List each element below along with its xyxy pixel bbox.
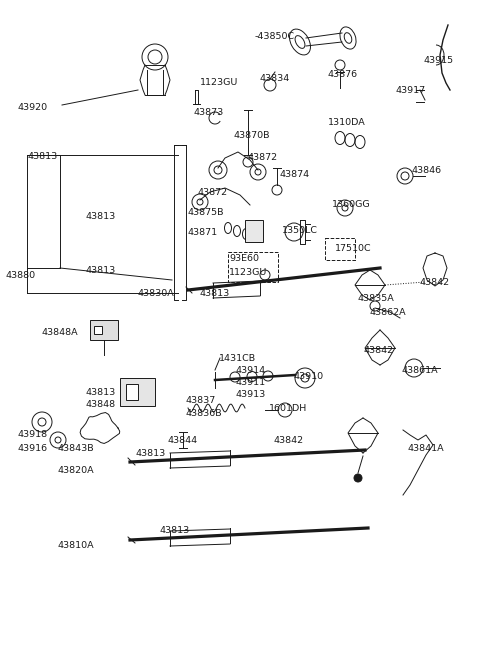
Text: 43911: 43911 [236, 378, 266, 387]
Circle shape [263, 371, 273, 381]
Text: 43873: 43873 [193, 108, 223, 117]
Text: 1601DH: 1601DH [269, 404, 307, 413]
Text: 1360GG: 1360GG [332, 200, 371, 209]
Text: 43918: 43918 [18, 430, 48, 439]
Text: 43843B: 43843B [57, 444, 94, 453]
Text: 43810A: 43810A [57, 541, 94, 550]
Text: 1310DA: 1310DA [328, 118, 366, 127]
Text: 43880: 43880 [5, 271, 35, 280]
Text: 1431CB: 1431CB [219, 354, 256, 363]
Text: 43846: 43846 [412, 166, 442, 175]
Bar [126, 384, 138, 400]
Text: 43848: 43848 [86, 400, 116, 409]
Circle shape [354, 474, 362, 482]
Text: 1123GU: 1123GU [200, 78, 239, 87]
Text: 43830A: 43830A [138, 289, 175, 298]
Text: 43872: 43872 [248, 153, 278, 162]
Text: 43875B: 43875B [187, 208, 224, 217]
Text: 93E60: 93E60 [229, 254, 259, 263]
Circle shape [247, 371, 257, 382]
Text: 43842: 43842 [364, 346, 394, 355]
Bar [94, 326, 102, 334]
Bar [120, 378, 155, 406]
Text: 43820A: 43820A [57, 466, 94, 475]
Text: 43876: 43876 [328, 70, 358, 79]
Text: 43836B: 43836B [185, 409, 222, 418]
Bar [325, 238, 355, 260]
Text: 43835A: 43835A [357, 294, 394, 303]
Text: 1123GU: 1123GU [229, 268, 267, 277]
Text: 43910: 43910 [294, 372, 324, 381]
Text: 43914: 43914 [236, 366, 266, 375]
Text: 43813: 43813 [159, 526, 189, 535]
Text: 43872: 43872 [197, 188, 227, 197]
Text: 17510C: 17510C [335, 244, 372, 253]
Text: 43813: 43813 [199, 289, 229, 298]
Text: 43913: 43913 [236, 390, 266, 399]
Text: 43813: 43813 [86, 212, 116, 221]
Text: 43813: 43813 [86, 266, 116, 275]
Text: 1350LC: 1350LC [282, 226, 318, 235]
Text: 43813: 43813 [27, 152, 57, 161]
Bar [245, 220, 263, 242]
Text: 43813: 43813 [135, 449, 165, 458]
Text: 43834: 43834 [259, 74, 289, 83]
Text: 43841A: 43841A [407, 444, 444, 453]
Text: 43842: 43842 [274, 436, 304, 445]
Text: 43871: 43871 [187, 228, 217, 237]
Text: 43874: 43874 [279, 170, 309, 179]
Text: 43813: 43813 [86, 388, 116, 397]
Text: 43920: 43920 [18, 103, 48, 112]
Text: 43861A: 43861A [402, 366, 439, 375]
Text: 43842: 43842 [419, 278, 449, 287]
Text: 43862A: 43862A [369, 308, 406, 317]
Bar [90, 320, 118, 340]
Circle shape [230, 372, 240, 382]
Text: 43870B: 43870B [233, 131, 269, 140]
Text: 43917: 43917 [395, 86, 425, 95]
Text: 43915: 43915 [424, 56, 454, 65]
Text: 43844: 43844 [167, 436, 197, 445]
Text: -43850C: -43850C [255, 32, 295, 41]
Text: 43916: 43916 [18, 444, 48, 453]
Bar [228, 252, 278, 282]
Text: 43848A: 43848A [42, 328, 79, 337]
Text: 43837: 43837 [185, 396, 215, 405]
